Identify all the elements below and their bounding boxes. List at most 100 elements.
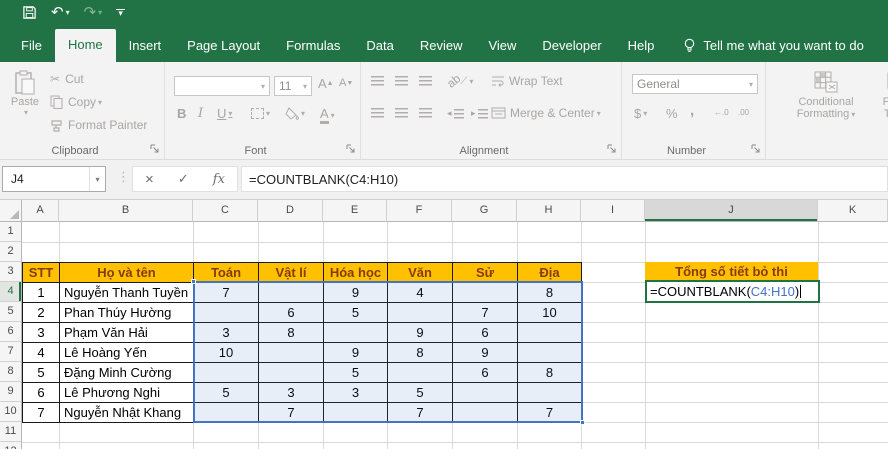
- name-box[interactable]: J4 ▾: [2, 166, 106, 192]
- cell-B8[interactable]: Đặng Minh Cường: [59, 362, 194, 383]
- cell-C8[interactable]: [193, 362, 259, 383]
- cell-F5[interactable]: [387, 302, 453, 323]
- cell-F3[interactable]: Văn: [387, 262, 453, 283]
- row-header-6[interactable]: 6: [0, 322, 22, 342]
- row-header-12[interactable]: 12: [0, 442, 22, 449]
- tab-formulas[interactable]: Formulas: [286, 38, 341, 53]
- cell-C5[interactable]: [193, 302, 259, 323]
- save-icon[interactable]: [22, 5, 37, 20]
- cell-F8[interactable]: [387, 362, 453, 383]
- select-all-corner[interactable]: [0, 200, 22, 222]
- cell-G4[interactable]: [452, 282, 518, 303]
- cell-G9[interactable]: [452, 382, 518, 403]
- row-header-2[interactable]: 2: [0, 242, 22, 262]
- tab-insert[interactable]: Insert: [128, 38, 162, 53]
- tab-page-layout[interactable]: Page Layout: [187, 38, 261, 53]
- cell-H6[interactable]: [517, 322, 582, 343]
- cell-B10[interactable]: Nguyễn Nhật Khang: [59, 402, 194, 423]
- cell-B3[interactable]: Họ và tên: [59, 262, 194, 283]
- cell-D5[interactable]: 6: [258, 302, 324, 323]
- cell-J3[interactable]: Tổng số tiết bỏ thi: [645, 262, 818, 282]
- column-header-I[interactable]: I: [581, 200, 645, 222]
- tab-review[interactable]: Review: [419, 38, 463, 53]
- cell-D3[interactable]: Vật lí: [258, 262, 324, 283]
- cell-H8[interactable]: 8: [517, 362, 582, 383]
- cell-G3[interactable]: Sử: [452, 262, 518, 283]
- tab-file[interactable]: File: [21, 38, 42, 53]
- cell-G8[interactable]: 6: [452, 362, 518, 383]
- column-header-F[interactable]: F: [387, 200, 452, 222]
- cell-B9[interactable]: Lê Phương Nghi: [59, 382, 194, 403]
- tab-developer[interactable]: Developer: [542, 38, 602, 53]
- cell-H4[interactable]: 8: [517, 282, 582, 303]
- insert-function-icon[interactable]: fx: [212, 171, 225, 187]
- cell-C4[interactable]: 7: [193, 282, 259, 303]
- row-header-9[interactable]: 9: [0, 382, 22, 402]
- cell-C7[interactable]: 10: [193, 342, 259, 363]
- row-header-8[interactable]: 8: [0, 362, 22, 382]
- cell-A9[interactable]: 6: [22, 382, 60, 403]
- cell-H3[interactable]: Địa: [517, 262, 582, 283]
- cell-F7[interactable]: 8: [387, 342, 453, 363]
- row-header-3[interactable]: 3: [0, 262, 22, 282]
- tab-data[interactable]: Data: [366, 38, 394, 53]
- cell-D6[interactable]: 8: [258, 322, 324, 343]
- row-header-1[interactable]: 1: [0, 222, 22, 242]
- column-header-B[interactable]: B: [59, 200, 193, 222]
- formula-input[interactable]: =COUNTBLANK(C4:H10): [241, 166, 888, 192]
- cell-E3[interactable]: Hóa học: [323, 262, 388, 283]
- cell-E8[interactable]: 5: [323, 362, 388, 383]
- row-header-10[interactable]: 10: [0, 402, 22, 422]
- column-header-J[interactable]: J: [645, 200, 818, 222]
- cell-H5[interactable]: 10: [517, 302, 582, 323]
- cell-A5[interactable]: 2: [22, 302, 60, 323]
- cell-A10[interactable]: 7: [22, 402, 60, 423]
- name-box-dropdown-icon[interactable]: ▾: [89, 167, 105, 191]
- column-header-C[interactable]: C: [193, 200, 258, 222]
- cell-G6[interactable]: 6: [452, 322, 518, 343]
- tab-help[interactable]: Help: [627, 38, 655, 53]
- customize-quick-access-icon[interactable]: ▾: [116, 8, 126, 18]
- active-cell-editor[interactable]: =COUNTBLANK(C4:H10): [645, 280, 820, 303]
- cell-E10[interactable]: [323, 402, 388, 423]
- column-header-H[interactable]: H: [517, 200, 581, 222]
- cell-C9[interactable]: 5: [193, 382, 259, 403]
- cell-G10[interactable]: [452, 402, 518, 423]
- column-header-A[interactable]: A: [22, 200, 59, 222]
- cell-E6[interactable]: [323, 322, 388, 343]
- tab-view[interactable]: View: [488, 38, 517, 53]
- cell-B7[interactable]: Lê Hoàng Yến: [59, 342, 194, 363]
- cell-B6[interactable]: Phạm Văn Hải: [59, 322, 194, 343]
- tab-home[interactable]: Home: [54, 29, 116, 62]
- column-header-K[interactable]: K: [818, 200, 888, 222]
- cancel-icon[interactable]: ×: [145, 170, 154, 188]
- cell-A7[interactable]: 4: [22, 342, 60, 363]
- cell-A3[interactable]: STT: [22, 262, 60, 283]
- cell-A8[interactable]: 5: [22, 362, 60, 383]
- cell-A6[interactable]: 3: [22, 322, 60, 343]
- cell-H10[interactable]: 7: [517, 402, 582, 423]
- column-header-E[interactable]: E: [323, 200, 387, 222]
- cell-E5[interactable]: 5: [323, 302, 388, 323]
- cell-G5[interactable]: 7: [452, 302, 518, 323]
- cell-H7[interactable]: [517, 342, 582, 363]
- row-header-11[interactable]: 11: [0, 422, 22, 442]
- cell-F9[interactable]: 5: [387, 382, 453, 403]
- column-header-D[interactable]: D: [258, 200, 323, 222]
- cell-C3[interactable]: Toán: [193, 262, 259, 283]
- cell-F10[interactable]: 7: [387, 402, 453, 423]
- cell-D4[interactable]: [258, 282, 324, 303]
- alignment-dialog-launcher-icon[interactable]: [607, 144, 617, 154]
- cell-D8[interactable]: [258, 362, 324, 383]
- undo-icon[interactable]: ↶ ▾: [51, 3, 70, 21]
- cell-C6[interactable]: 3: [193, 322, 259, 343]
- cell-A4[interactable]: 1: [22, 282, 60, 303]
- enter-icon[interactable]: ✓: [177, 171, 189, 187]
- tell-me-box[interactable]: Tell me what you want to do: [667, 30, 873, 62]
- cell-C10[interactable]: [193, 402, 259, 423]
- cell-F6[interactable]: 9: [387, 322, 453, 343]
- row-header-7[interactable]: 7: [0, 342, 22, 362]
- cell-G7[interactable]: 9: [452, 342, 518, 363]
- row-header-4[interactable]: 4: [0, 282, 22, 302]
- cell-D10[interactable]: 7: [258, 402, 324, 423]
